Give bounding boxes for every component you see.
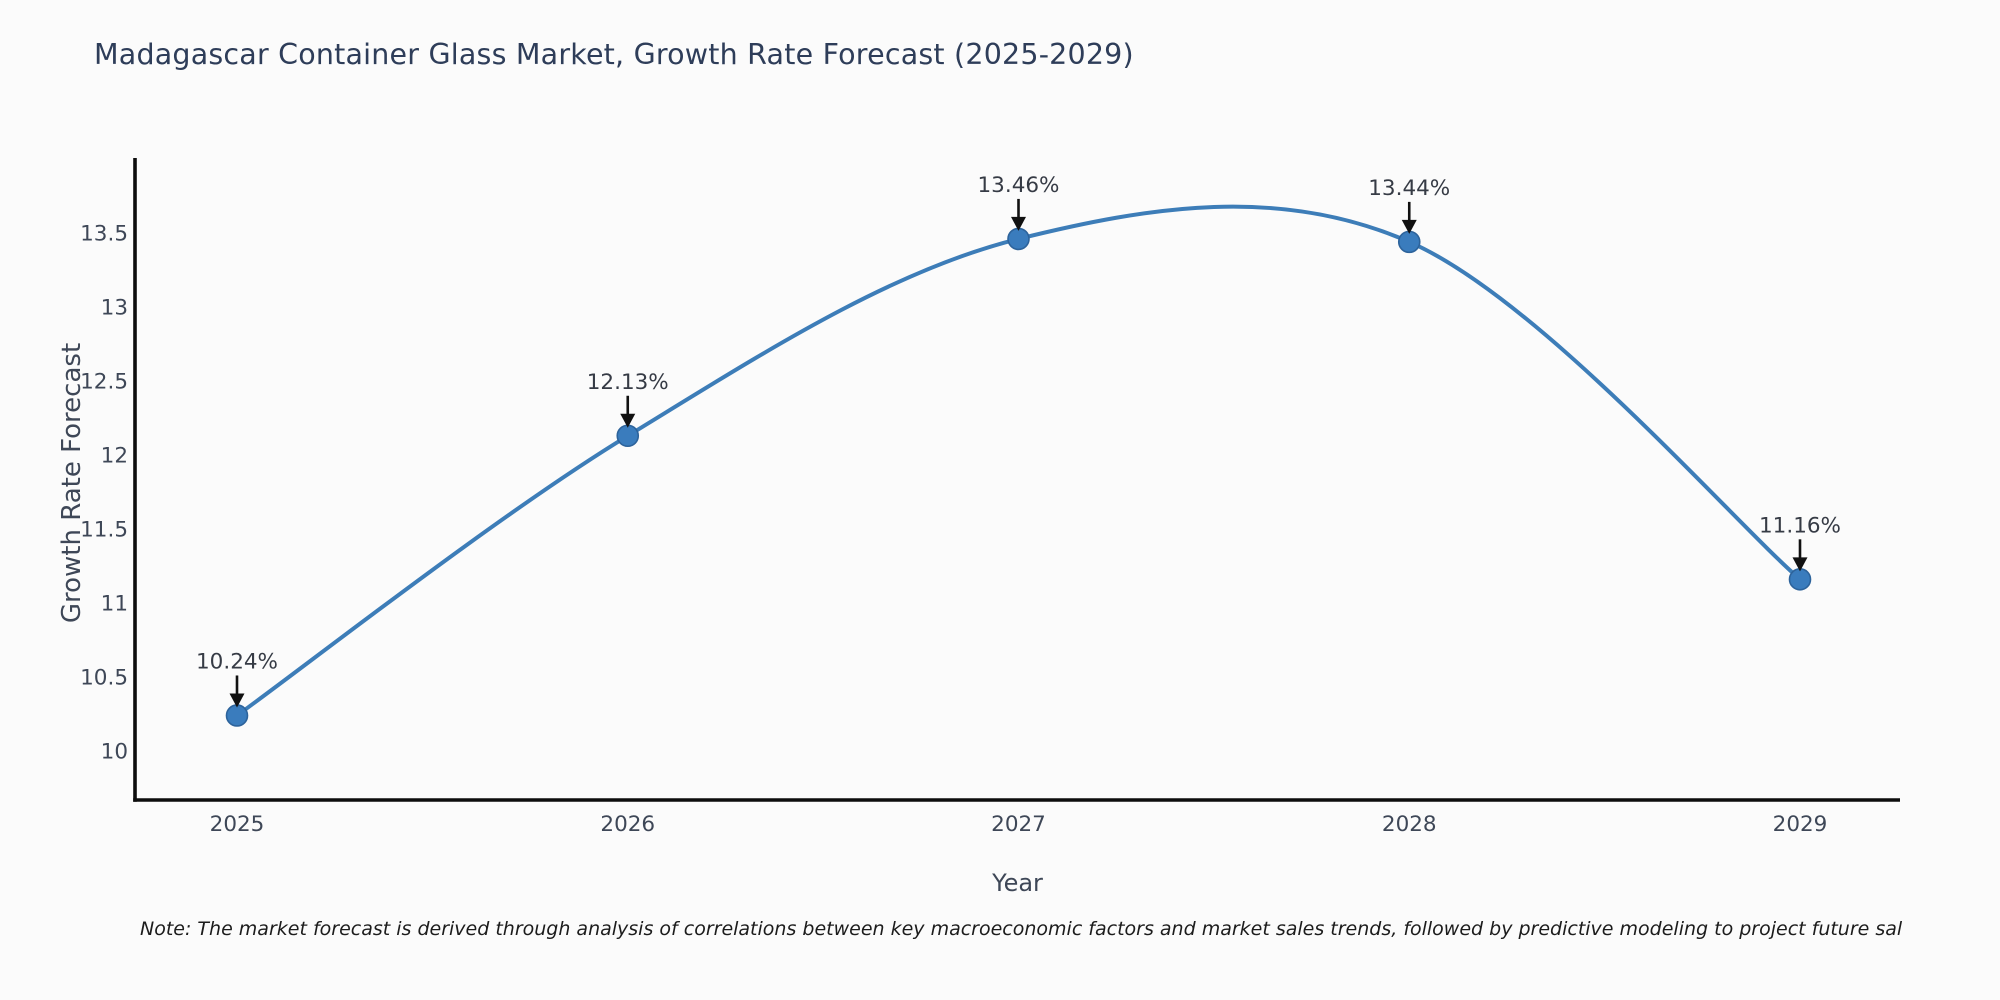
annotation-arrow-head [620, 413, 636, 428]
y-tick-label: 10.5 [80, 666, 128, 691]
annotation-arrow-head [1011, 216, 1026, 231]
footnote: Note: The market forecast is derived thr… [140, 918, 1903, 940]
point-annotation: 13.46% [978, 173, 1060, 198]
forecast-line [235, 204, 1802, 718]
x-tick-label: 2027 [991, 812, 1046, 837]
y-tick-label: 13 [101, 296, 128, 321]
y-tick-label: 12.5 [80, 370, 128, 395]
data-point-marker [1007, 227, 1030, 251]
y-tick-label: 12 [101, 444, 128, 469]
annotation-arrow-head [1792, 557, 1808, 572]
x-tick-label: 2028 [1382, 812, 1437, 837]
data-point-marker [1397, 230, 1421, 254]
chart-title: Madagascar Container Glass Market, Growt… [94, 38, 1134, 71]
x-tick-label: 2029 [1773, 812, 1828, 837]
annotation-arrow-head [229, 693, 245, 708]
y-tick-label: 10 [101, 740, 128, 765]
y-tick-label: 11 [101, 592, 128, 617]
x-tick-label: 2026 [600, 812, 655, 837]
x-axis-title: Year [992, 869, 1043, 897]
y-tick-label: 11.5 [80, 518, 128, 543]
data-point-marker [1788, 568, 1812, 591]
annotation-arrow-head [1401, 219, 1417, 234]
point-annotation: 13.44% [1368, 176, 1450, 201]
x-tick-label: 2025 [210, 812, 265, 837]
point-annotation: 12.13% [587, 370, 669, 395]
y-tick-label: 13.5 [80, 222, 128, 247]
point-annotation: 11.16% [1759, 513, 1841, 538]
data-point-marker [225, 704, 249, 727]
data-point-marker [616, 424, 640, 448]
point-annotation: 10.24% [196, 649, 278, 674]
